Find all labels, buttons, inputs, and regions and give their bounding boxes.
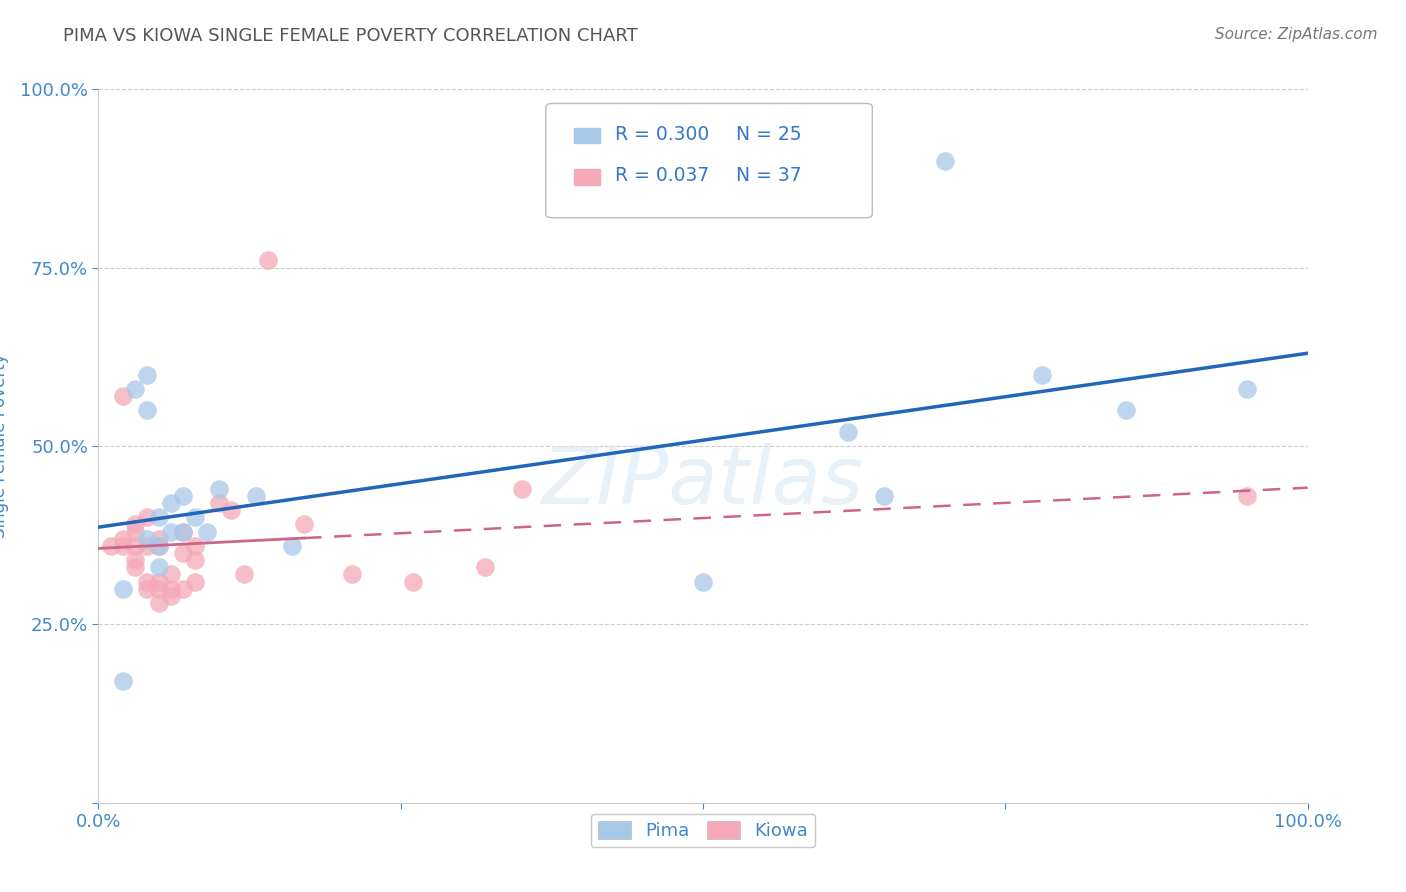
Text: ZIPatlas: ZIPatlas (541, 442, 865, 521)
FancyBboxPatch shape (546, 103, 872, 218)
Point (837, 425, 859, 439)
Point (474, 560, 496, 574)
Point (232, 567, 254, 582)
Point (148, 582, 170, 596)
Point (184, 539, 207, 553)
Point (111, 674, 134, 689)
Point (160, 589, 183, 603)
Legend: Pima, Kiowa: Pima, Kiowa (591, 814, 815, 847)
Point (135, 368, 157, 382)
Point (124, 539, 146, 553)
Point (1115, 403, 1137, 417)
Point (195, 524, 218, 539)
Point (135, 510, 157, 524)
Point (111, 539, 134, 553)
Point (100, 539, 122, 553)
Point (148, 596, 170, 610)
Point (934, 153, 956, 168)
Point (873, 489, 896, 503)
Point (124, 553, 146, 567)
Point (172, 546, 194, 560)
Point (148, 539, 170, 553)
Text: R = 0.300: R = 0.300 (614, 125, 709, 144)
Point (1031, 368, 1053, 382)
Point (160, 582, 183, 596)
Point (148, 539, 170, 553)
Point (208, 496, 231, 510)
Point (160, 567, 183, 582)
Point (124, 524, 146, 539)
Point (1236, 382, 1258, 396)
Y-axis label: Single Female Poverty: Single Female Poverty (0, 354, 8, 538)
Bar (574, 169, 600, 185)
Point (172, 524, 194, 539)
Point (1236, 489, 1258, 503)
Point (208, 482, 231, 496)
Point (184, 574, 207, 589)
Point (160, 496, 183, 510)
Point (184, 510, 207, 524)
Point (135, 539, 157, 553)
Point (111, 532, 134, 546)
Point (135, 532, 157, 546)
Point (148, 510, 170, 524)
Point (221, 503, 243, 517)
Point (510, 482, 533, 496)
Point (111, 389, 134, 403)
Point (160, 524, 183, 539)
Point (172, 524, 194, 539)
Point (135, 403, 157, 417)
Bar (574, 128, 600, 144)
Text: Source: ZipAtlas.com: Source: ZipAtlas.com (1215, 27, 1378, 42)
Point (148, 532, 170, 546)
Text: PIMA VS KIOWA SINGLE FEMALE POVERTY CORRELATION CHART: PIMA VS KIOWA SINGLE FEMALE POVERTY CORR… (63, 27, 638, 45)
Point (292, 517, 315, 532)
Text: N = 37: N = 37 (735, 166, 801, 185)
Point (135, 582, 157, 596)
Point (124, 517, 146, 532)
Point (124, 382, 146, 396)
Point (245, 489, 267, 503)
Point (124, 560, 146, 574)
Point (256, 253, 278, 268)
Point (692, 574, 714, 589)
Point (402, 574, 425, 589)
Text: N = 25: N = 25 (735, 125, 801, 144)
Point (148, 560, 170, 574)
Point (342, 567, 364, 582)
Point (172, 489, 194, 503)
Point (135, 574, 157, 589)
Point (111, 582, 134, 596)
Point (281, 539, 304, 553)
Point (148, 574, 170, 589)
Point (184, 553, 207, 567)
Text: R = 0.037: R = 0.037 (614, 166, 709, 185)
Point (172, 582, 194, 596)
